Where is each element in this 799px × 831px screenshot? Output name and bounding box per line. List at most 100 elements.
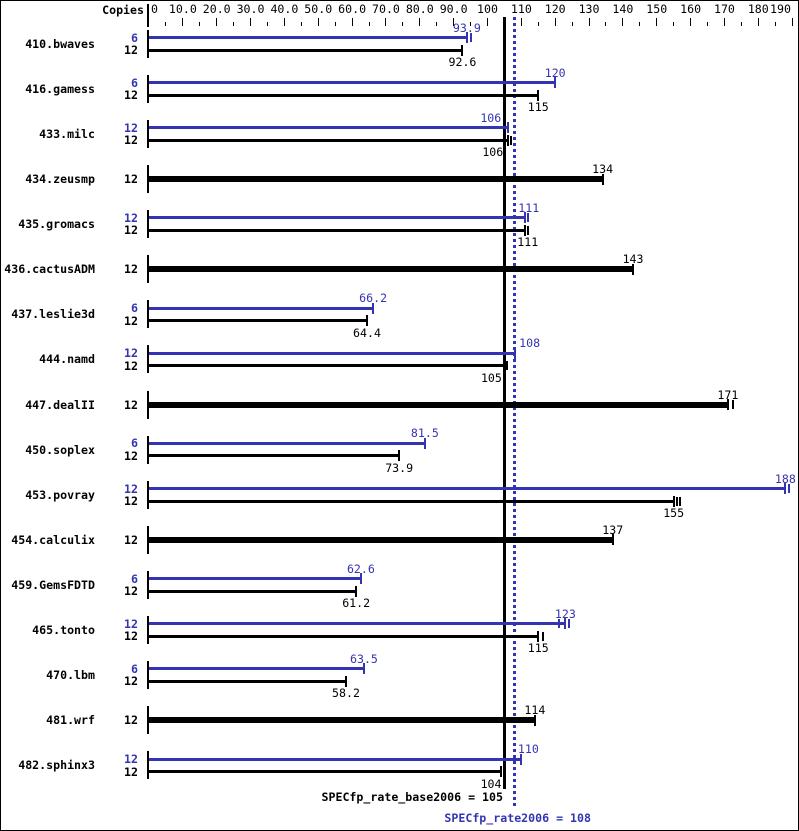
- bar-end-cap: [513, 347, 516, 359]
- result-bar-peak: [149, 667, 364, 671]
- bar-end-cap: [554, 77, 557, 89]
- bar-value-label: 123: [554, 606, 576, 621]
- axis-tick-label: 110: [510, 2, 532, 16]
- axis-minor-tick: [673, 22, 675, 26]
- benchmark-label: 459.GemsFDTD: [11, 577, 95, 592]
- bar-end-cap: [523, 224, 526, 236]
- axis-minor-tick: [233, 22, 235, 26]
- copies-value: 6: [131, 436, 138, 451]
- copies-value: 12: [124, 616, 138, 631]
- bar-end-cap: [632, 263, 635, 275]
- axis-group-tick: [147, 525, 149, 554]
- axis-group-tick: [147, 480, 149, 509]
- axis-major-tick: [317, 18, 319, 26]
- axis-major-tick: [656, 18, 658, 26]
- axis-minor-tick: [165, 22, 167, 26]
- copies-value: 12: [124, 262, 138, 277]
- axis-tick-label: 90.0: [439, 2, 468, 16]
- bar-end-cap: [537, 89, 540, 101]
- bar-value-label: 61.2: [342, 596, 371, 611]
- copies-value: 12: [124, 629, 138, 644]
- run-median-tick: [788, 484, 791, 493]
- copies-value: 12: [124, 752, 138, 767]
- bar-value-label: 115: [527, 100, 549, 115]
- benchmark-label: 435.gromacs: [18, 217, 95, 232]
- bar-value-label: 106: [480, 110, 502, 125]
- benchmark-label: 481.wrf: [46, 713, 95, 728]
- result-bar-peak: [149, 216, 525, 220]
- copies-value: 12: [124, 448, 138, 463]
- run-median-tick: [541, 631, 544, 641]
- copies-value: 12: [124, 88, 138, 103]
- result-bar-peak: [149, 126, 508, 130]
- copies-value: 12: [124, 210, 138, 225]
- copies-value: 6: [131, 30, 138, 45]
- bar-value-label: 92.6: [448, 55, 477, 69]
- bar-end-cap: [726, 399, 729, 411]
- axis-minor-tick: [300, 22, 302, 26]
- bar-value-label: 110: [517, 742, 539, 757]
- bar-end-cap: [362, 663, 365, 675]
- bar-value-label: 64.4: [353, 325, 381, 340]
- result-bar-peak: [149, 441, 425, 445]
- axis-minor-tick: [266, 22, 268, 26]
- result-bar-base: [149, 499, 674, 503]
- result-bar-base: [149, 679, 346, 683]
- bar-end-cap: [601, 173, 604, 185]
- benchmark-label: 410.bwaves: [25, 36, 95, 51]
- axis-major-tick: [520, 18, 522, 26]
- bar-value-label: 114: [524, 703, 546, 718]
- run-median-tick: [557, 619, 560, 629]
- copies-value: 12: [124, 358, 138, 373]
- benchmark-label: 416.gamess: [25, 81, 95, 96]
- axis-tick-label: 120: [544, 2, 566, 16]
- bar-end-cap: [372, 302, 375, 314]
- benchmark-label: 433.milc: [39, 126, 95, 141]
- axis-minor-tick: [402, 22, 404, 26]
- run-median-tick: [526, 225, 529, 235]
- axis-major-tick: [487, 18, 488, 26]
- copies-value: 12: [124, 584, 138, 599]
- axis-group-tick: [147, 661, 149, 690]
- bar-value-label: 93.9: [452, 20, 481, 35]
- copies-value: 12: [124, 494, 138, 508]
- axis-group-tick: [147, 74, 149, 103]
- axis-minor-tick: [436, 22, 438, 26]
- bar-value-label: 62.6: [346, 561, 375, 576]
- axis-major-tick: [250, 18, 252, 26]
- axis-minor-tick: [639, 22, 641, 26]
- copies-value: 12: [124, 397, 138, 412]
- result-bar-base: [149, 48, 463, 52]
- run-median-tick: [503, 767, 506, 777]
- peak-reference-line-dotted: [513, 17, 517, 809]
- bar-value-label: 58.2: [332, 686, 360, 701]
- result-bar-base: [149, 717, 535, 724]
- copies-value: 12: [124, 133, 138, 148]
- bar-value-label: 137: [602, 522, 624, 537]
- bar-value-label: 188: [774, 471, 796, 486]
- benchmark-label: 465.tonto: [32, 623, 95, 638]
- bar-value-label: 115: [527, 641, 549, 656]
- bar-end-cap: [506, 134, 509, 146]
- copies-value: 12: [124, 223, 138, 238]
- axis-major-tick: [351, 18, 353, 26]
- bar-end-cap: [461, 44, 464, 56]
- result-bar-base: [149, 589, 357, 593]
- bar-value-label: 171: [717, 387, 739, 402]
- axis-minor-tick: [571, 22, 573, 26]
- axis-group-tick: [147, 390, 149, 419]
- benchmark-label: 447.dealII: [25, 397, 95, 412]
- bar-end-cap: [611, 534, 614, 546]
- result-bar-peak: [149, 757, 522, 761]
- bar-end-cap: [533, 714, 536, 726]
- bar-end-cap: [355, 585, 358, 597]
- run-median-tick: [568, 619, 571, 629]
- benchmark-label: 437.leslie3d: [11, 307, 95, 322]
- bar-end-cap: [506, 122, 509, 134]
- bar-end-cap: [672, 495, 675, 507]
- axis-tick-label: 190: [770, 2, 791, 16]
- result-bar-base: [149, 176, 603, 183]
- bar-value-label: 111: [517, 235, 539, 250]
- axis-minor-tick: [334, 22, 336, 26]
- bar-end-cap: [537, 630, 540, 642]
